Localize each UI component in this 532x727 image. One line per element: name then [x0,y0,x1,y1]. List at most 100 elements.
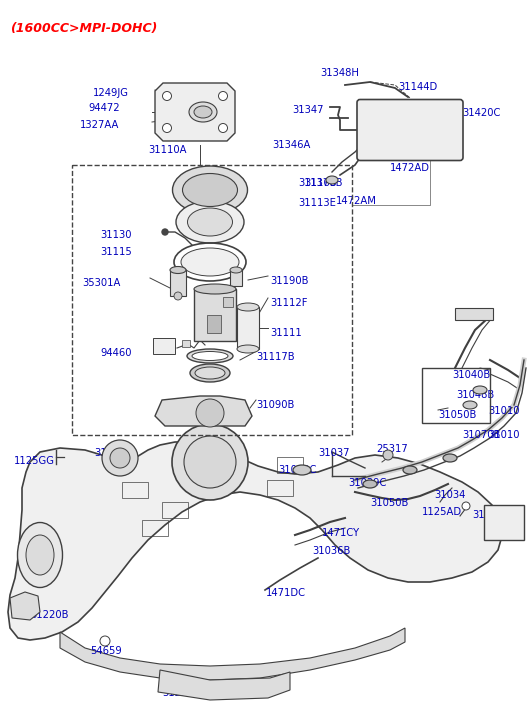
Ellipse shape [195,367,225,379]
Polygon shape [155,83,235,141]
Bar [207,315,221,333]
Text: 31110A: 31110A [148,145,187,155]
Text: 31223: 31223 [162,688,194,698]
Text: 94472: 94472 [88,103,120,113]
Text: 31036B: 31036B [312,546,351,556]
Text: 31010: 31010 [488,430,520,440]
Ellipse shape [443,454,457,462]
Ellipse shape [463,401,477,409]
Text: 31144D: 31144D [398,82,437,92]
Ellipse shape [403,466,417,474]
Bar [422,368,490,423]
Ellipse shape [189,102,217,122]
Text: 31037: 31037 [318,448,350,458]
Text: 31420C: 31420C [462,108,501,118]
Circle shape [162,124,171,132]
Text: 31348H: 31348H [320,68,359,78]
Text: 31130: 31130 [100,230,131,240]
Ellipse shape [194,284,236,294]
Polygon shape [60,628,405,680]
Text: 31113E: 31113E [298,198,336,208]
Circle shape [219,92,228,100]
Bar [455,308,493,320]
Ellipse shape [181,248,239,276]
Bar [277,457,303,473]
Bar [122,482,148,498]
Text: 31376B: 31376B [304,178,343,188]
Circle shape [383,450,393,460]
Text: 31039C: 31039C [278,465,317,475]
Ellipse shape [170,267,186,273]
Text: 1471CY: 1471CY [322,528,360,538]
Text: 31112F: 31112F [270,298,307,308]
Ellipse shape [363,480,377,488]
Bar [484,505,524,540]
Ellipse shape [187,208,232,236]
Ellipse shape [326,176,338,184]
Text: 1472AM: 1472AM [336,196,377,206]
Ellipse shape [237,345,259,353]
Text: 31346A: 31346A [272,140,310,150]
Text: 31345C: 31345C [358,147,396,157]
Text: 31034: 31034 [434,490,466,500]
Text: 31090B: 31090B [256,400,294,410]
Text: 1327AA: 1327AA [80,120,119,130]
Ellipse shape [182,174,237,206]
Bar [72,165,352,435]
Bar [194,289,236,341]
Text: 31050B: 31050B [370,498,409,508]
Ellipse shape [26,535,54,575]
Text: 94460: 94460 [100,348,131,358]
Ellipse shape [293,465,311,475]
Text: 35301A: 35301A [82,278,120,288]
Polygon shape [8,442,502,640]
Text: 31150: 31150 [94,448,126,458]
Text: 31116B: 31116B [298,178,337,188]
Text: 31048B: 31048B [456,390,494,400]
Text: 1125AD: 1125AD [422,507,462,517]
Circle shape [102,440,138,476]
Text: 31190B: 31190B [270,276,309,286]
Circle shape [162,229,168,235]
Text: 54659: 54659 [90,646,122,656]
Text: 31040B: 31040B [452,370,491,380]
Text: 31117B: 31117B [256,352,295,362]
Bar [142,520,168,536]
Bar [162,502,188,518]
Polygon shape [10,592,40,620]
Polygon shape [158,670,290,700]
Text: 31070B: 31070B [462,430,501,440]
FancyBboxPatch shape [357,100,463,161]
Ellipse shape [172,166,247,214]
Ellipse shape [194,106,212,118]
Ellipse shape [230,267,242,273]
Text: 1471DC: 1471DC [266,588,306,598]
Bar [237,307,259,349]
Text: 31111: 31111 [270,328,302,338]
Ellipse shape [192,351,228,361]
Ellipse shape [237,303,259,311]
Bar [230,270,242,286]
Text: 1249JG: 1249JG [93,88,129,98]
Text: 1125GG: 1125GG [14,456,55,466]
Ellipse shape [473,386,487,394]
Text: (1600CC>MPI-DOHC): (1600CC>MPI-DOHC) [10,22,157,35]
Text: 25317: 25317 [376,444,408,454]
Bar [223,297,233,307]
Ellipse shape [187,349,233,363]
Text: 31038: 31038 [472,510,503,520]
Circle shape [174,292,182,300]
Bar [267,480,293,496]
Circle shape [184,436,236,488]
Text: 1472AD: 1472AD [390,163,430,173]
Circle shape [172,424,248,500]
Circle shape [196,399,224,427]
Polygon shape [155,396,252,426]
Text: 31010: 31010 [488,406,520,416]
Ellipse shape [190,364,230,382]
Text: 31115: 31115 [100,247,132,257]
Bar [182,340,190,347]
Ellipse shape [18,523,62,587]
Ellipse shape [176,201,244,243]
Circle shape [110,448,130,468]
